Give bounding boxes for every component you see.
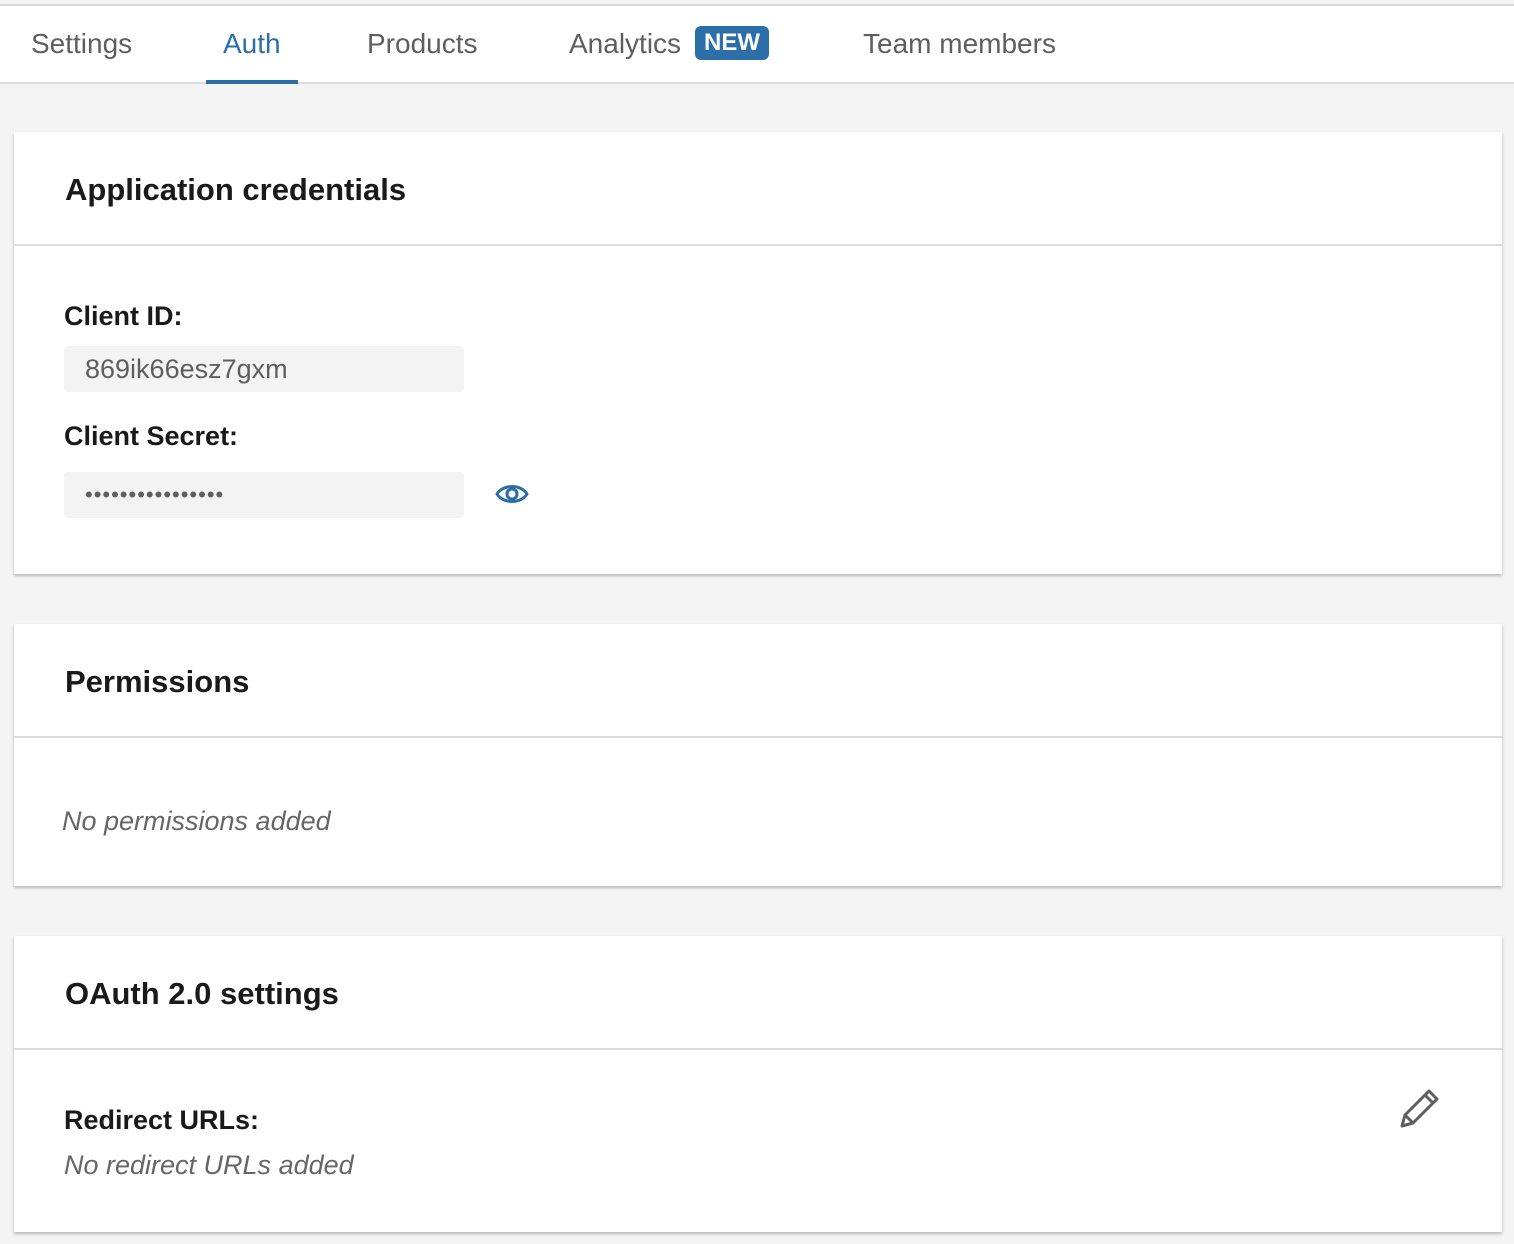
pencil-icon[interactable] <box>1398 1086 1442 1130</box>
new-badge: NEW <box>695 25 770 60</box>
client-secret-field[interactable]: •••••••••••••••• <box>64 472 464 518</box>
tab-auth[interactable]: Auth <box>206 6 298 84</box>
card-header <box>14 936 1502 1050</box>
tab-products[interactable]: Products <box>367 28 478 59</box>
no-permissions-text: No permissions added <box>62 806 331 836</box>
application-credentials-card: Application credentials Client ID: 869ik… <box>14 132 1502 574</box>
oauth-settings-card: OAuth 2.0 settings Redirect URLs: No red… <box>14 936 1502 1232</box>
tab-analytics[interactable]: Analytics NEW <box>569 6 770 82</box>
tab-bar: Settings Auth Products Analytics NEW Team… <box>0 6 1514 84</box>
permissions-card: Permissions No permissions added <box>14 624 1502 886</box>
client-secret-label: Client Secret: <box>64 421 239 451</box>
card-title: OAuth 2.0 settings <box>65 976 339 1011</box>
card-header <box>14 624 1502 738</box>
client-id-label: Client ID: <box>64 301 183 331</box>
redirect-urls-label: Redirect URLs: <box>64 1105 260 1135</box>
client-id-field[interactable]: 869ik66esz7gxm <box>64 346 464 392</box>
top-divider <box>0 4 1514 6</box>
eye-icon[interactable] <box>495 480 529 508</box>
card-title: Permissions <box>65 664 250 699</box>
tab-settings[interactable]: Settings <box>31 28 133 59</box>
card-header <box>14 132 1502 246</box>
tab-analytics-label: Analytics <box>569 28 682 59</box>
tab-team-members[interactable]: Team members <box>863 28 1056 59</box>
card-title: Application credentials <box>65 172 407 207</box>
no-redirect-urls-text: No redirect URLs added <box>64 1150 354 1180</box>
